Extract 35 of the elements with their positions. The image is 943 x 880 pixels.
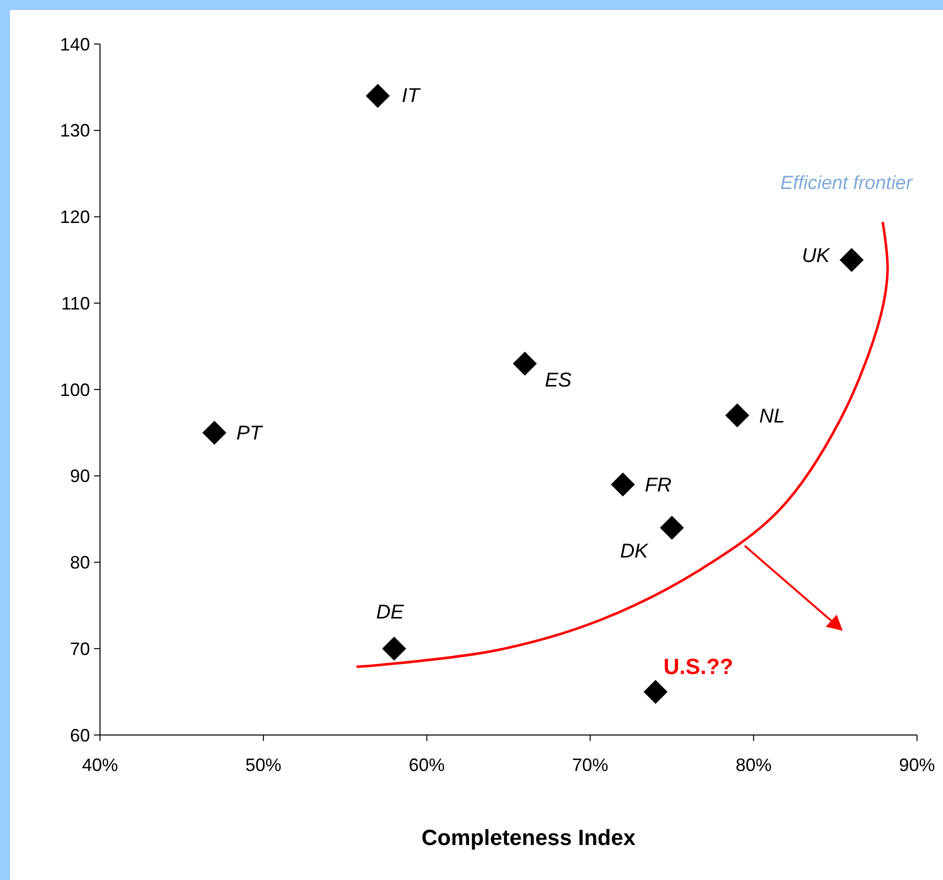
- x-tick-label: 80%: [736, 755, 772, 775]
- annotation: DK: [620, 540, 650, 563]
- y-tick-label: 90: [70, 466, 90, 486]
- annotation: IT: [402, 84, 422, 107]
- y-tick-label: 130: [60, 120, 90, 141]
- annotation: DE: [376, 602, 405, 624]
- x-tick-label: 90%: [898, 755, 936, 775]
- annotation: ES: [544, 370, 572, 392]
- annotation: FR: [644, 474, 672, 497]
- x-tick-label: 40%: [82, 755, 118, 775]
- x-tick-label: 70%: [572, 755, 608, 775]
- annotation: PT: [236, 422, 264, 445]
- annotation: Efficient frontier: [780, 172, 913, 194]
- y-tick-label: 110: [61, 293, 90, 314]
- point: [366, 84, 390, 108]
- annotation: NL: [759, 405, 785, 428]
- x-tick-label: 60%: [408, 755, 445, 775]
- x-tick-label: 50%: [245, 755, 282, 775]
- y-tick-label: 80: [70, 552, 90, 573]
- y-tick-label: 70: [70, 638, 90, 659]
- annotation: UK: [802, 244, 832, 267]
- annotation: U.S.??: [664, 654, 734, 679]
- point: [660, 516, 684, 540]
- point: [725, 403, 750, 428]
- y-tick-label: 60: [70, 725, 90, 746]
- y-tick-label: 120: [60, 207, 90, 228]
- x-axis-title: Completeness Index: [422, 825, 636, 850]
- y-tick-label: 140: [60, 34, 90, 54]
- point: [644, 680, 668, 704]
- point: [512, 352, 537, 376]
- point: [610, 472, 635, 497]
- point: [840, 248, 864, 272]
- point: [382, 636, 406, 661]
- y-tick-label: 100: [60, 380, 90, 400]
- point: [202, 420, 226, 445]
